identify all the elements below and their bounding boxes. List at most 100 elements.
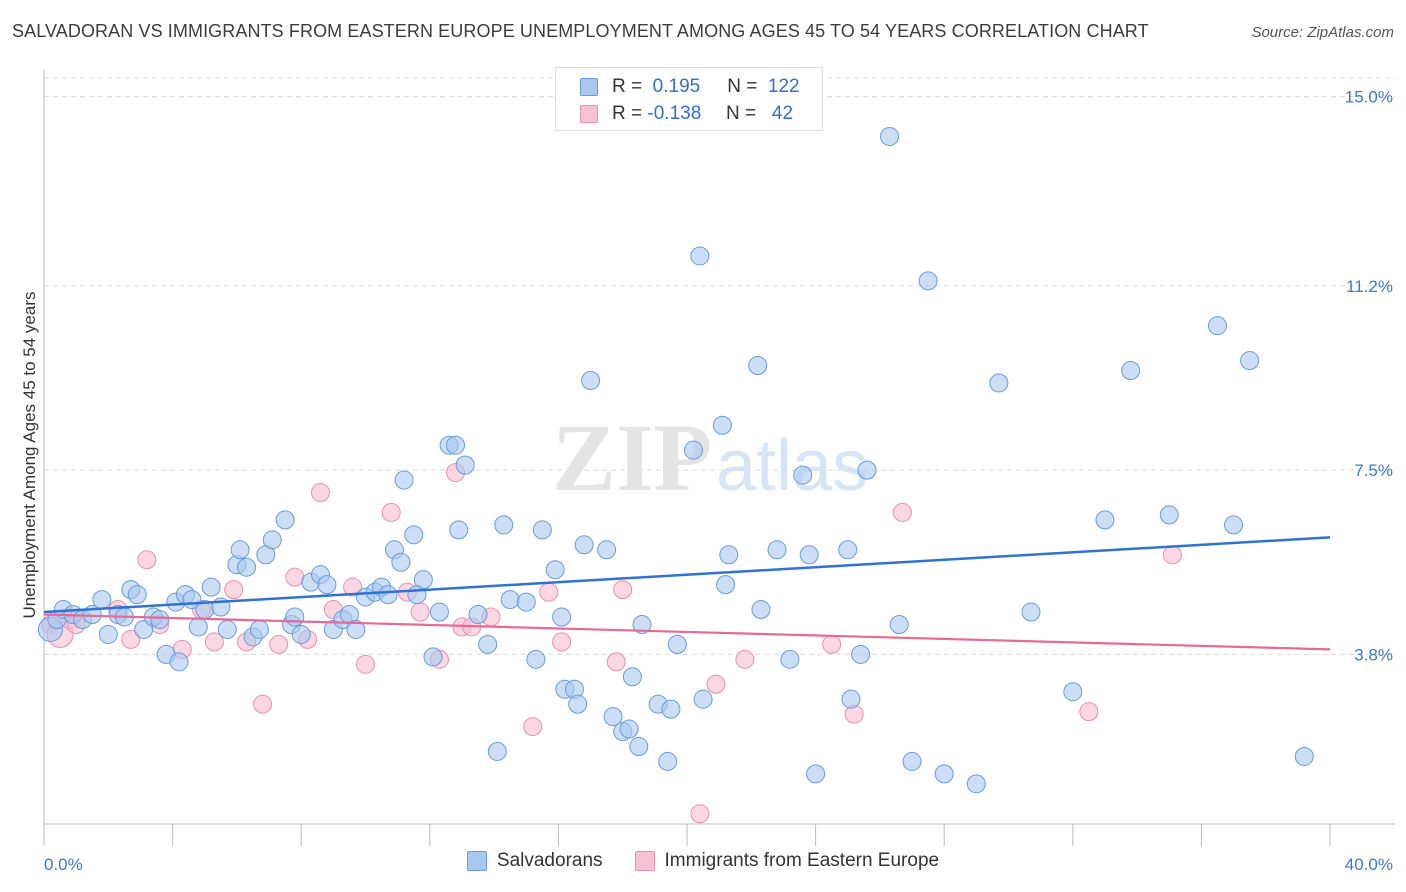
- salvadorans-point: [683, 440, 703, 460]
- salvadorans-point: [597, 540, 617, 560]
- immigrants-point: [121, 629, 141, 649]
- immigrants-point: [204, 632, 224, 652]
- salvadorans-point: [841, 689, 861, 709]
- immigrants-point: [552, 632, 572, 652]
- immigrants-point: [356, 654, 375, 674]
- salvadorans-point: [188, 617, 208, 637]
- salvadorans-point: [581, 370, 601, 390]
- immigrants-point: [343, 577, 363, 597]
- salvadorans-point: [98, 624, 118, 644]
- salvadorans-point: [446, 435, 466, 455]
- salvadorans-point: [1159, 505, 1179, 525]
- salvadorans-point: [619, 719, 639, 739]
- series-immigrants-points: [40, 463, 1182, 824]
- legend-item-salvadorans: Salvadorans: [466, 850, 603, 872]
- x-tick-label: 0.0%: [44, 855, 83, 874]
- salvadorans-point: [793, 465, 813, 485]
- salvadorans-point: [150, 610, 170, 629]
- watermark-zip: ZIP: [552, 404, 712, 511]
- n-value: 42: [771, 103, 794, 124]
- salvadorans-point: [902, 751, 922, 771]
- salvadorans-point: [237, 557, 257, 577]
- watermark-atlas: atlas: [716, 426, 868, 506]
- salvadorans-point: [423, 647, 443, 667]
- salvadorans-point: [661, 699, 681, 719]
- r-value: 0.195: [652, 76, 701, 97]
- pink-swatch-icon: [634, 851, 655, 871]
- salvadorans-point: [632, 614, 652, 634]
- salvadorans-point: [1207, 316, 1227, 336]
- r-value: -0.138: [647, 103, 702, 124]
- axes: [43, 70, 1395, 846]
- n-value: 122: [767, 76, 800, 97]
- salvadorans-point: [716, 575, 736, 595]
- salvadorans-point: [404, 525, 424, 545]
- salvadorans-point: [918, 271, 938, 291]
- salvadorans-point: [516, 592, 536, 612]
- immigrants-point: [690, 804, 710, 824]
- salvadorans-point: [1240, 351, 1260, 371]
- immigrants-point: [381, 502, 401, 522]
- r-label: R =: [612, 103, 643, 124]
- salvadorans-point: [169, 652, 189, 672]
- immigrants-trend-line: [43, 613, 1331, 651]
- immigrants-point: [735, 649, 755, 669]
- salvadorans-point: [1063, 682, 1083, 702]
- x-tick-label: 40.0%: [1345, 855, 1393, 874]
- immigrants-point: [1162, 545, 1182, 565]
- salvadorans-point: [1121, 361, 1141, 380]
- series-legend: Salvadorans Immigrants from Eastern Euro…: [0, 850, 1406, 872]
- salvadorans-point: [719, 545, 739, 565]
- legend-item-immigrants: Immigrants from Eastern Europe: [634, 850, 939, 872]
- immigrants-point: [137, 550, 157, 570]
- salvadorans-point: [1095, 510, 1115, 530]
- salvadorans-point: [1294, 746, 1314, 766]
- salvadorans-point: [690, 246, 710, 266]
- immigrants-point: [613, 580, 633, 600]
- salvadorans-point: [799, 545, 819, 565]
- salvadorans-point: [693, 689, 713, 709]
- watermark: ZIP atlas: [552, 404, 868, 511]
- salvadorans-point: [658, 751, 678, 771]
- y-tick-label: 3.8%: [1354, 645, 1393, 664]
- salvadorans-point: [92, 590, 112, 610]
- salvadorans-point: [889, 614, 909, 634]
- salvadorans-point: [413, 570, 433, 590]
- salvadorans-point: [989, 373, 1009, 393]
- pink-swatch-icon: [580, 105, 598, 123]
- n-label: N =: [727, 76, 758, 97]
- salvadorans-point: [934, 764, 954, 784]
- salvadorans-point: [748, 356, 768, 376]
- immigrants-point: [224, 580, 244, 600]
- salvadorans-point: [478, 634, 498, 654]
- salvadorans-point: [317, 575, 337, 595]
- salvadorans-point: [545, 560, 565, 580]
- salvadorans-point: [275, 510, 295, 530]
- salvadorans-point: [378, 585, 398, 605]
- salvadorans-point: [574, 535, 594, 555]
- immigrants-point: [269, 634, 289, 654]
- n-label: N =: [725, 103, 757, 124]
- salvadorans-point: [285, 607, 305, 627]
- salvadorans-point: [532, 520, 552, 540]
- immigrants-point: [253, 694, 273, 714]
- immigrants-point: [539, 582, 559, 602]
- salvadorans-point: [230, 540, 250, 560]
- salvadorans-point: [217, 619, 237, 639]
- salvadorans-point: [249, 619, 269, 639]
- salvadorans-point: [468, 605, 488, 625]
- salvadorans-point: [391, 552, 411, 572]
- immigrants-point: [606, 652, 626, 672]
- immigrants-point: [523, 717, 543, 737]
- r-label: R =: [612, 76, 643, 97]
- immigrants-point: [410, 602, 430, 622]
- blue-swatch-icon: [466, 851, 487, 871]
- salvadorans-trend-line: [43, 536, 1331, 614]
- series-salvadorans-points: [37, 126, 1314, 794]
- immigrants-point: [285, 567, 305, 587]
- salvadorans-point: [622, 667, 642, 687]
- salvadorans-point: [603, 707, 623, 727]
- salvadorans-point: [429, 602, 449, 622]
- salvadorans-point: [127, 585, 147, 605]
